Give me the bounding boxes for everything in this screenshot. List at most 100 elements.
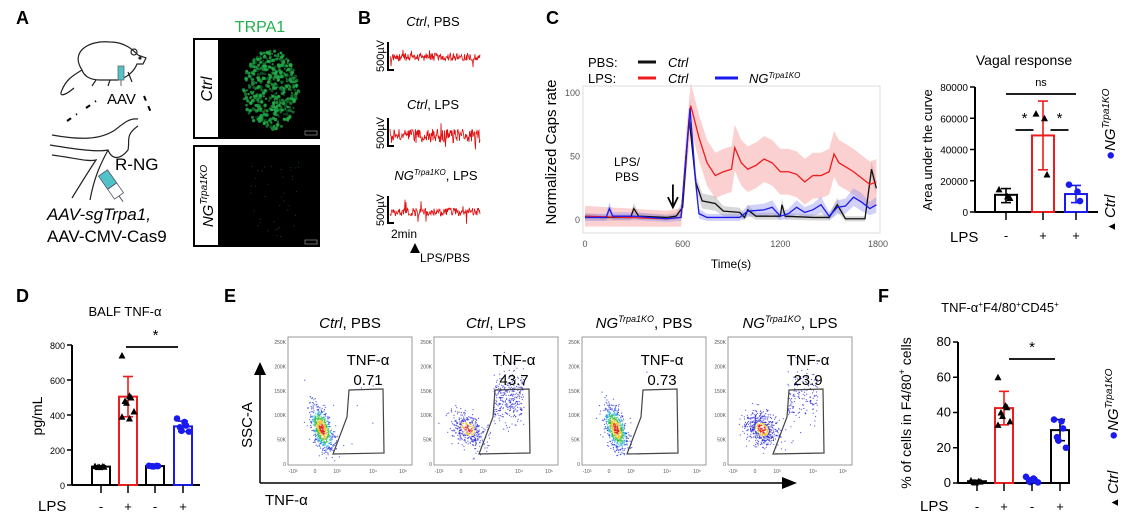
event-dot — [320, 423, 322, 425]
event-dot — [322, 441, 324, 444]
event-dot — [445, 415, 447, 417]
event-dot — [318, 424, 320, 426]
event-dot — [323, 437, 325, 439]
event-dot — [764, 423, 766, 425]
event-dot — [474, 424, 476, 426]
y-tick-label: 50K — [277, 438, 287, 444]
signal-dot — [283, 106, 286, 109]
event-dot — [504, 393, 506, 395]
event-dot — [501, 403, 503, 405]
event-dot — [767, 434, 769, 436]
voltage-scale-3: 500µV — [375, 193, 387, 226]
y-tick-label: 40000 — [940, 146, 968, 157]
event-dot — [511, 404, 513, 406]
event-dot — [769, 430, 771, 432]
event-dot — [610, 421, 613, 423]
event-dot — [610, 435, 612, 437]
event-dot — [754, 410, 756, 412]
event-dot — [618, 426, 620, 428]
event-dot — [322, 447, 324, 449]
event-dot — [328, 436, 330, 438]
ylabel-part: % of cells in F4/80 — [898, 374, 914, 489]
event-dot — [807, 375, 809, 377]
event-dot — [509, 410, 511, 412]
event-dot — [323, 419, 325, 421]
event-dot — [620, 426, 622, 428]
event-dot — [611, 432, 613, 434]
event-dot — [502, 413, 504, 415]
event-dot — [328, 422, 330, 424]
event-dot — [621, 427, 623, 429]
event-dot — [504, 411, 506, 414]
event-dot — [496, 408, 498, 410]
y-tick-label: 100 — [565, 88, 580, 98]
signal-dot — [253, 95, 257, 100]
data-point-triangle — [118, 413, 126, 420]
signal-dot — [285, 112, 289, 117]
event-dot — [770, 442, 772, 444]
event-dot — [757, 419, 760, 421]
event-dot — [502, 408, 504, 410]
event-dot — [502, 394, 504, 397]
event-dot — [624, 453, 626, 455]
event-dot — [750, 420, 752, 422]
event-dot — [809, 402, 811, 404]
event-dot — [604, 426, 607, 428]
ephys-traces — [389, 49, 481, 224]
event-dot — [607, 416, 609, 418]
event-dot — [320, 420, 322, 422]
signal-dot — [264, 61, 267, 64]
event-dot — [617, 454, 619, 456]
event-dot — [611, 422, 614, 424]
event-dot — [605, 418, 607, 420]
event-dot — [519, 392, 521, 394]
y-tick-label: 200 — [50, 446, 65, 456]
event-dot — [766, 436, 768, 438]
signal-dot — [257, 63, 261, 67]
data-point-triangle — [96, 463, 103, 471]
event-dot — [308, 438, 310, 440]
event-dot — [520, 390, 522, 392]
signal-dot — [286, 105, 290, 109]
trace-title-1-italic: Ctrl — [406, 14, 427, 29]
vector-line-1: AAV-sgTrpa1, — [46, 205, 151, 224]
event-dot — [619, 445, 621, 447]
event-dot — [612, 417, 614, 419]
signal-dot — [285, 64, 289, 68]
event-dot — [756, 411, 758, 413]
event-dot — [793, 401, 796, 403]
event-dot — [327, 433, 330, 436]
event-dot — [314, 434, 317, 436]
event-dot — [316, 426, 318, 428]
event-dot — [311, 415, 313, 417]
event-dot — [322, 426, 324, 428]
event-dot — [472, 431, 474, 433]
signal-dot — [295, 190, 297, 193]
flow-plot-frame — [727, 336, 853, 466]
event-dot — [495, 393, 497, 395]
event-dot — [326, 423, 328, 425]
event-dot — [817, 396, 819, 398]
y-tick-label: 150K — [274, 389, 286, 395]
signal-dot — [263, 53, 267, 57]
event-dot — [610, 416, 612, 418]
flow-plot-frame — [433, 336, 559, 466]
event-dot — [496, 403, 498, 406]
event-dot — [464, 441, 466, 443]
event-dot — [607, 411, 609, 413]
event-dot — [509, 382, 511, 384]
event-dot — [754, 430, 757, 432]
event-dot — [451, 421, 453, 423]
event-dot — [459, 431, 461, 433]
event-dot — [615, 417, 618, 419]
event-dot — [312, 405, 314, 407]
category-label: + — [1000, 499, 1008, 514]
event-dot — [763, 414, 766, 416]
event-dot — [464, 437, 466, 439]
event-dot — [793, 411, 795, 413]
y-tick-label: 250K — [568, 340, 580, 346]
event-dot — [764, 448, 766, 450]
event-dot — [473, 457, 475, 459]
data-point-circle — [1055, 437, 1062, 445]
